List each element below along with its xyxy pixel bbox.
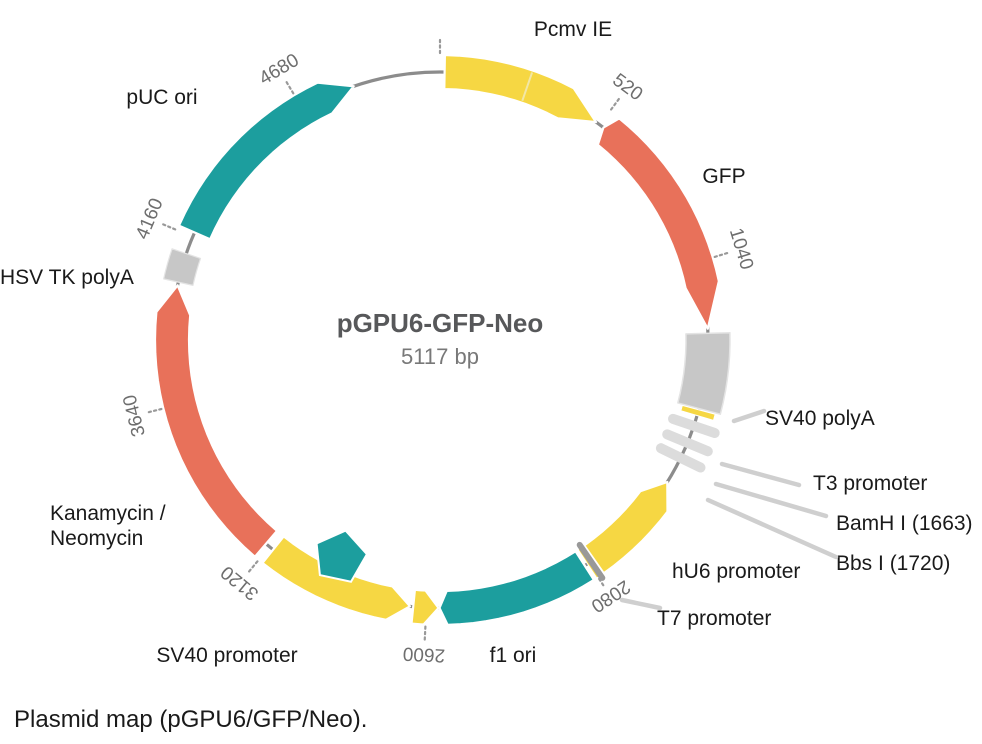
svg-text:BamH I (1663): BamH I (1663): [836, 512, 973, 535]
svg-text:Bbs I (1720): Bbs I (1720): [836, 552, 950, 575]
svg-text:SV40 promoter: SV40 promoter: [156, 644, 297, 667]
svg-text:1040: 1040: [725, 226, 757, 273]
svg-text:520: 520: [608, 70, 646, 106]
svg-text:GFP: GFP: [702, 165, 745, 188]
svg-text:2600: 2600: [402, 643, 445, 666]
svg-text:SV40 polyA: SV40 polyA: [765, 407, 875, 430]
svg-text:T3 promoter: T3 promoter: [813, 472, 927, 495]
svg-text:4160: 4160: [132, 195, 168, 242]
svg-text:HSV TK polyA: HSV TK polyA: [0, 266, 134, 289]
svg-text:Neomycin: Neomycin: [50, 527, 143, 550]
svg-text:3120: 3120: [217, 561, 263, 604]
svg-text:2080: 2080: [587, 575, 634, 616]
svg-text:T7 promoter: T7 promoter: [657, 607, 771, 630]
svg-text:4680: 4680: [256, 50, 303, 90]
svg-text:pGPU6-GFP-Neo: pGPU6-GFP-Neo: [337, 308, 544, 338]
svg-text:3640: 3640: [119, 393, 150, 439]
svg-text:hU6 promoter: hU6 promoter: [672, 560, 800, 583]
svg-text:5117 bp: 5117 bp: [401, 344, 479, 369]
svg-text:pUC ori: pUC ori: [126, 86, 197, 109]
svg-text:Pcmv IE: Pcmv IE: [534, 18, 612, 41]
svg-text:f1 ori: f1 ori: [490, 644, 537, 667]
svg-text:Kanamycin /: Kanamycin /: [50, 502, 166, 525]
